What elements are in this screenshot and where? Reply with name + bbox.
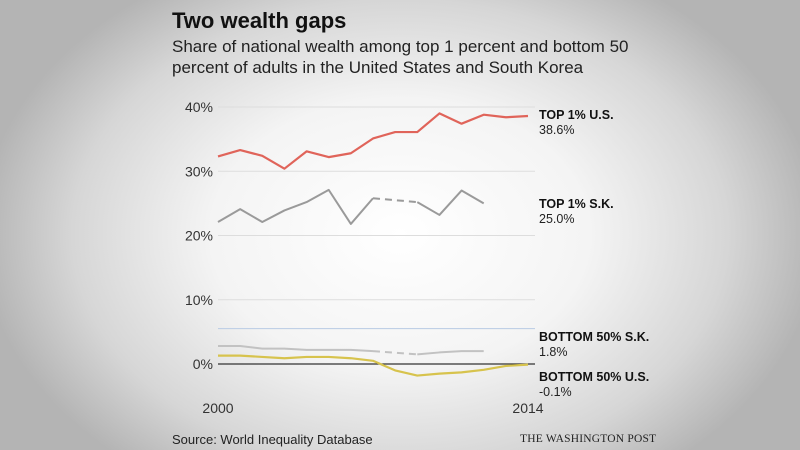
series-value-label: 1.8% [539, 345, 568, 359]
y-tick-label: 10% [185, 292, 213, 308]
series-line-sk_bottom [218, 345, 374, 353]
series-line-us_top [217, 112, 529, 170]
chart-title: Two wealth gaps [172, 8, 347, 33]
x-tick-label: 2014 [512, 400, 543, 416]
series-value-label: 25.0% [539, 212, 574, 226]
series-line-us_bottom [218, 354, 529, 377]
series-value-label: 38.6% [539, 123, 574, 137]
x-tick-label: 2000 [202, 400, 233, 416]
series-line-sk_bottom [417, 350, 484, 356]
series-line-sk_top [416, 189, 485, 216]
y-tick-label: 0% [193, 356, 213, 372]
series-name-label: TOP 1% S.K. [539, 197, 614, 211]
series-line-sk_top [217, 188, 374, 225]
y-tick-label: 20% [185, 228, 213, 244]
series-gap-sk_bottom [372, 350, 418, 356]
y-tick-label: 30% [185, 163, 213, 179]
chart-subtitle: Share of national wealth among top 1 per… [172, 37, 629, 77]
source-note: Source: World Inequality Database [172, 432, 373, 447]
series-value-label: -0.1% [539, 385, 572, 399]
y-tick-label: 40% [185, 99, 213, 115]
series-name-label: BOTTOM 50% U.S. [539, 370, 649, 384]
series-name-label: BOTTOM 50% S.K. [539, 330, 649, 344]
publisher-credit: THE WASHINGTON POST [520, 433, 657, 445]
series-gap-sk_top [372, 197, 418, 204]
series-name-label: TOP 1% U.S. [539, 108, 614, 122]
